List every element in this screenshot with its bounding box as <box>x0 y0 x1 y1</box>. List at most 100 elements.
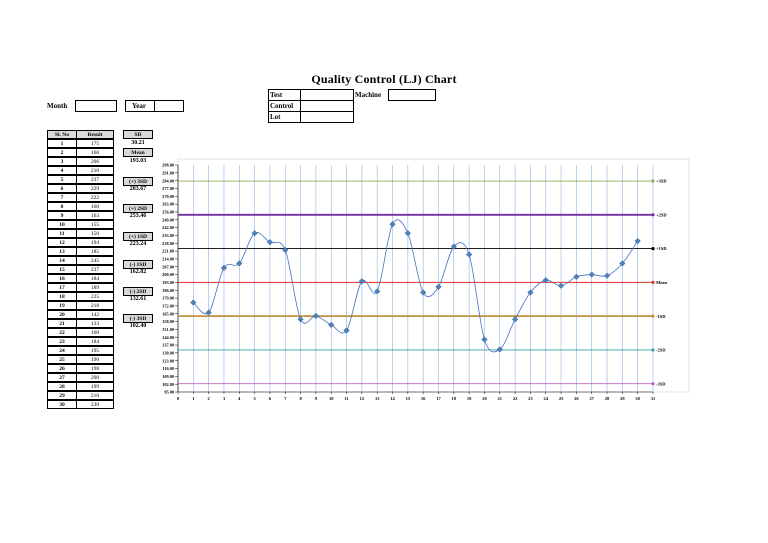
x-tick-label: 4 <box>238 396 241 401</box>
y-tick-label: 284.00 <box>162 178 174 183</box>
reference-marker <box>651 179 655 183</box>
y-tick-label: 144.00 <box>162 335 174 340</box>
data-point <box>511 316 519 323</box>
table-row-slno: 30 <box>47 400 77 409</box>
stat-value: 223.24 <box>129 241 147 247</box>
table-row-slno: 3 <box>47 157 77 166</box>
table-row-slno: 11 <box>47 229 77 238</box>
x-tick-label: 24 <box>543 396 548 401</box>
data-point <box>588 271 595 278</box>
data-point <box>450 243 457 250</box>
y-tick-label: 102.00 <box>162 382 174 387</box>
data-point <box>634 237 641 245</box>
table-header-result: Result <box>76 130 114 139</box>
reference-label: +3SD <box>656 179 667 184</box>
data-point <box>603 272 611 279</box>
x-tick-label: 11 <box>344 396 349 401</box>
data-point <box>527 289 534 296</box>
y-tick-label: 165.00 <box>162 311 174 316</box>
x-tick-label: 27 <box>589 396 594 401</box>
y-tick-label: 291.00 <box>162 170 174 175</box>
stat-value: 162.82 <box>129 269 147 275</box>
x-tick-label: 0 <box>177 396 180 401</box>
table-row-slno: 29 <box>47 391 77 400</box>
stat-label: (+) 2SD <box>123 204 153 213</box>
x-tick-label: 25 <box>559 396 564 401</box>
lot-label: Lot <box>270 113 281 121</box>
reference-label: -1SD <box>656 314 666 319</box>
y-tick-label: 298.00 <box>162 163 174 168</box>
stat-label: (-) 1SD <box>123 260 153 269</box>
table-row-slno: 10 <box>47 220 77 229</box>
y-tick-label: 179.00 <box>162 296 174 301</box>
table-row-result: 245 <box>76 256 114 265</box>
table-row-slno: 7 <box>47 193 77 202</box>
x-tick-label: 10 <box>329 396 334 401</box>
stat-value: 102.40 <box>129 323 147 329</box>
data-point <box>236 260 243 267</box>
series-line <box>193 219 639 353</box>
table-row-slno: 8 <box>47 202 77 211</box>
x-tick-label: 18 <box>452 396 457 401</box>
table-row-result: 206 <box>76 157 114 166</box>
table-row-slno: 23 <box>47 337 77 346</box>
table-row-result: 150 <box>76 229 114 238</box>
data-point <box>220 264 228 271</box>
reference-marker <box>651 213 655 217</box>
table-row-result: 199 <box>76 382 114 391</box>
data-point <box>466 251 473 258</box>
stat-label: Mean <box>123 148 153 157</box>
reference-marker <box>651 314 655 318</box>
data-point <box>481 336 488 343</box>
y-tick-label: 123.00 <box>162 358 174 363</box>
y-tick-label: 235.00 <box>162 233 174 238</box>
x-tick-label: 12 <box>360 396 365 401</box>
x-tick-label: 3 <box>223 396 226 401</box>
year-label: Year <box>132 102 146 110</box>
table-row-slno: 16 <box>47 274 77 283</box>
x-tick-label: 15 <box>406 396 411 401</box>
lot-field[interactable] <box>300 111 354 123</box>
x-tick-label: 20 <box>482 396 487 401</box>
table-row-result: 198 <box>76 364 114 373</box>
machine-field[interactable] <box>388 89 436 101</box>
x-tick-label: 21 <box>498 396 503 401</box>
month-field[interactable] <box>75 100 117 112</box>
table-row-slno: 19 <box>47 301 77 310</box>
machine-label: Machine <box>355 91 382 99</box>
x-tick-label: 13 <box>375 396 380 401</box>
table-row-slno: 25 <box>47 355 77 364</box>
stat-label: (-) 2SD <box>123 287 153 296</box>
x-tick-label: 31 <box>651 396 656 401</box>
table-row-result: 160 <box>76 202 114 211</box>
y-tick-label: 109.00 <box>162 374 174 379</box>
data-point <box>358 278 365 285</box>
data-point <box>328 321 335 329</box>
stat-label: (+) 1SD <box>123 232 153 241</box>
x-tick-label: 8 <box>299 396 302 401</box>
data-point <box>251 230 258 237</box>
control-label: Control <box>270 102 294 110</box>
x-tick-label: 14 <box>390 396 395 401</box>
y-tick-label: 221.00 <box>162 249 174 254</box>
table-row-result: 184 <box>76 274 114 283</box>
y-tick-label: 249.00 <box>162 217 174 222</box>
year-field[interactable] <box>154 100 184 112</box>
table-row-slno: 26 <box>47 364 77 373</box>
stat-value: 132.61 <box>129 296 147 302</box>
reference-label: +1SD <box>656 246 667 251</box>
reference-marker <box>651 382 655 386</box>
x-tick-label: 23 <box>528 396 533 401</box>
x-tick-label: 28 <box>605 396 610 401</box>
table-row-result: 189 <box>76 283 114 292</box>
table-row-result: 166 <box>76 148 114 157</box>
data-point <box>496 346 503 353</box>
table-row-slno: 9 <box>47 211 77 220</box>
x-tick-label: 30 <box>635 396 640 401</box>
table-row-result: 175 <box>76 139 114 148</box>
x-tick-label: 6 <box>269 396 272 401</box>
data-point <box>573 273 580 280</box>
month-label: Month <box>47 102 68 110</box>
y-tick-label: 263.00 <box>162 202 174 207</box>
data-point <box>190 299 197 306</box>
